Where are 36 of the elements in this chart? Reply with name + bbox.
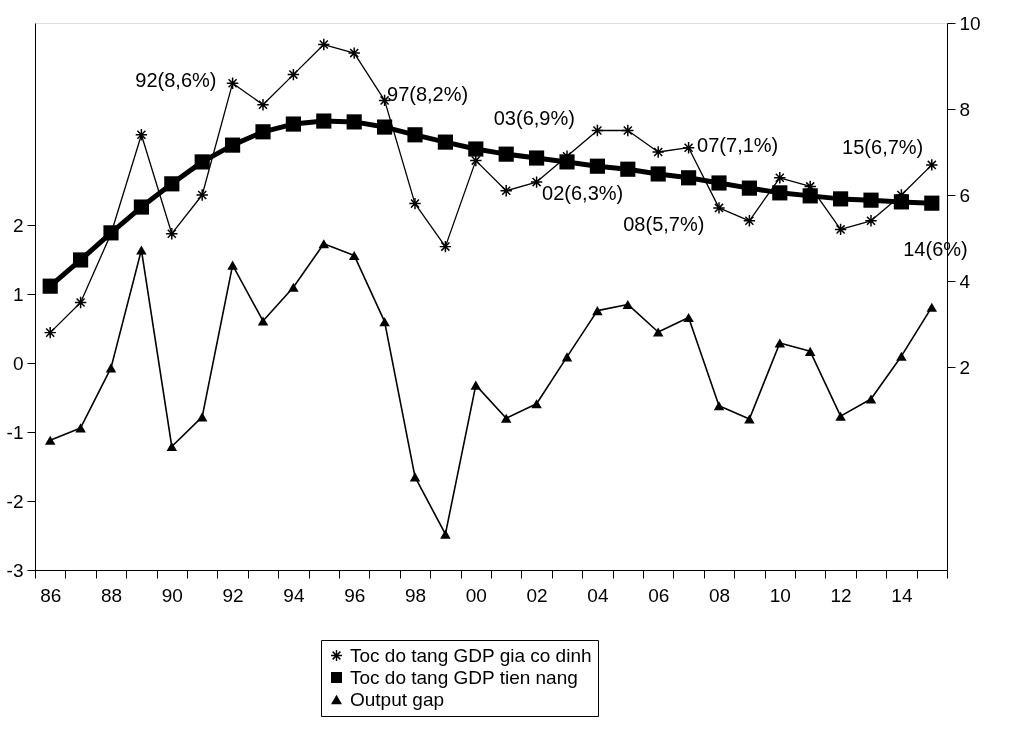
x-tick-label: 04 xyxy=(587,584,609,606)
y-tick-label: -3 xyxy=(6,559,24,581)
annotation: 97(8,2%) xyxy=(387,83,469,106)
x-tick-label: 12 xyxy=(830,584,852,606)
annotation: 15(6,7%) xyxy=(842,136,924,159)
y2-tick-label: 2 xyxy=(959,356,971,378)
x-tick-label: 08 xyxy=(708,584,731,606)
x-tick-label: 88 xyxy=(100,584,123,606)
annotation: 07(7,1%) xyxy=(697,134,779,157)
annotation: 92(8,6%) xyxy=(135,68,217,91)
annotation: 03(6,9%) xyxy=(493,107,575,130)
x-tick-label: 14 xyxy=(891,584,913,606)
annotation: 02(6,3%) xyxy=(542,182,624,205)
annotation: 08(5,7%) xyxy=(623,213,705,236)
y-tick-label: 2 xyxy=(12,214,24,236)
x-tick-label: 90 xyxy=(161,584,183,606)
y2-tick-label: 6 xyxy=(959,184,971,206)
y2-tick-label: 10 xyxy=(959,12,981,34)
x-tick-label: 96 xyxy=(344,584,366,606)
legend-label: Output gap xyxy=(350,688,445,710)
y-tick-label: -2 xyxy=(6,490,24,512)
y2-tick-label: 4 xyxy=(959,270,971,292)
x-tick-label: 02 xyxy=(526,584,548,606)
y-tick-label: -1 xyxy=(6,421,24,443)
x-tick-label: 92 xyxy=(222,584,244,606)
x-tick-label: 86 xyxy=(40,584,62,606)
x-tick-label: 98 xyxy=(404,584,427,606)
x-tick-label: 94 xyxy=(283,584,305,606)
x-tick-label: 10 xyxy=(769,584,791,606)
x-tick-label: 06 xyxy=(648,584,670,606)
legend-label: Toc do tang GDP tien nang xyxy=(350,666,578,688)
y-tick-label: 0 xyxy=(12,352,24,374)
y-tick-label: 1 xyxy=(12,283,24,305)
y2-tick-label: 8 xyxy=(959,98,971,120)
x-tick-label: 00 xyxy=(465,584,487,606)
legend-label: Toc do tang GDP gia co dinh xyxy=(350,644,592,666)
